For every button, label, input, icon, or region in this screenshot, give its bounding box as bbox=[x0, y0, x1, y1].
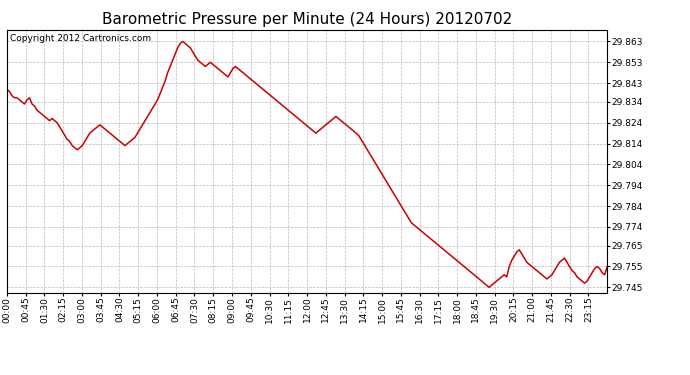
Title: Barometric Pressure per Minute (24 Hours) 20120702: Barometric Pressure per Minute (24 Hours… bbox=[102, 12, 512, 27]
Text: Copyright 2012 Cartronics.com: Copyright 2012 Cartronics.com bbox=[10, 34, 151, 43]
